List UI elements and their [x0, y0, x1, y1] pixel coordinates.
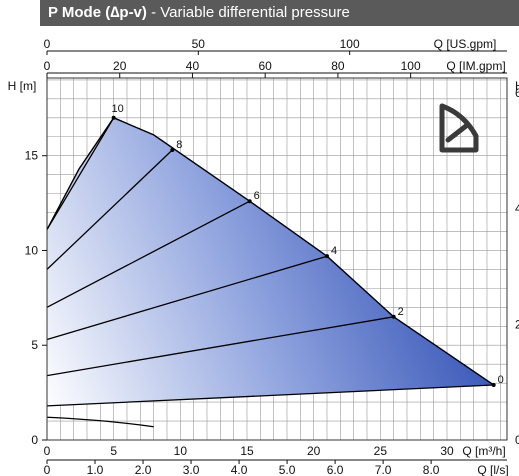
curve-label-8: 8	[176, 139, 182, 151]
chart-title: P Mode (∆p-v) - Variable differential pr…	[48, 4, 350, 21]
curve-10	[46, 117, 115, 230]
h-tick-label: 10	[25, 243, 39, 257]
ls-tick-label: 5.0	[279, 463, 296, 476]
curve-6	[46, 200, 251, 308]
ls-tick-label: 6.0	[327, 463, 344, 476]
curve-end-point-10	[111, 115, 116, 120]
h-tick-label: 5	[31, 338, 38, 352]
im-gpm-tick-label: 20	[113, 59, 127, 73]
curve-8	[46, 149, 173, 270]
h-right-tick-label: 2	[515, 317, 519, 331]
mode-subtitle: - Variable differential pressure	[146, 4, 350, 21]
mode-label: P Mode (∆p-v)	[48, 4, 147, 21]
im-gpm-tick-label: 80	[331, 59, 345, 73]
chart-title-banner: P Mode (∆p-v) - Variable differential pr…	[40, 0, 519, 26]
plot-frame	[46, 77, 508, 441]
axes: 0 50 100 Q [US.gpm]0 20 40 60 80 100 Q [IM.gpm]05…	[8, 37, 519, 476]
h-axis-label: H [m]	[8, 79, 37, 93]
im-gpm-tick-label: 0	[44, 59, 51, 73]
im-gpm-tick-label: 100	[401, 59, 421, 73]
operating-area	[46, 116, 495, 406]
curve-label-10: 10	[112, 103, 124, 115]
im-gpm-tick-label: 40	[186, 59, 200, 73]
m3h-tick-label: 30	[440, 444, 454, 458]
curve-label-0: 0	[498, 374, 504, 386]
ls-tick-label: 0	[44, 463, 51, 476]
h-right-tick-label: 4	[515, 202, 519, 216]
h-tick-label: 0	[31, 433, 38, 447]
h-right-tick-label: 6	[515, 86, 519, 100]
curve-label-6: 6	[254, 190, 260, 202]
max-envelope-line	[46, 116, 495, 386]
curve-end-point-2	[391, 314, 396, 319]
ls-axis-label: Q [l/s]	[477, 463, 508, 476]
power-curve	[46, 416, 154, 428]
h-tick-label: 15	[25, 149, 39, 163]
m3h-tick-label: 5	[110, 444, 117, 458]
proportional-pressure-mode-icon	[439, 103, 479, 153]
m3h-axis-label: Q [m³/h]	[462, 444, 505, 458]
ls-tick-label: 4.0	[231, 463, 248, 476]
m3h-tick-label: 10	[174, 444, 188, 458]
im-gpm-axis-label: Q [IM.gpm]	[446, 59, 505, 73]
curve-0	[46, 384, 494, 407]
curve-label-4: 4	[331, 245, 337, 257]
curve-end-point-6	[247, 199, 252, 204]
ls-tick-label: 3.0	[183, 463, 200, 476]
m3h-tick-label: 15	[240, 444, 254, 458]
curve-end-point-4	[325, 254, 329, 259]
h-right-tick-label: 0	[515, 433, 519, 447]
ls-tick-label: 7.0	[375, 463, 392, 476]
im-gpm-tick-label: 60	[259, 59, 273, 73]
operating-area-fill	[47, 117, 494, 406]
ls-tick-label: 2.0	[135, 463, 152, 476]
ls-tick-label: 8.0	[423, 463, 440, 476]
us-gpm-tick-label: 0	[44, 37, 51, 51]
curve-label-2: 2	[398, 306, 404, 318]
curve-2	[46, 316, 394, 377]
curve-end-point-0	[491, 383, 496, 388]
m3h-tick-label: 20	[307, 444, 321, 458]
h-right-axis-label: H	[515, 79, 519, 93]
us-gpm-tick-label: 50	[192, 37, 206, 51]
curve-4	[46, 255, 328, 341]
curves: 10 8 6 4 2 0	[46, 103, 504, 428]
m3h-tick-label: 25	[374, 444, 388, 458]
m3h-tick-label: 0	[44, 444, 51, 458]
us-gpm-axis-label: Q [US.gpm]	[434, 37, 497, 51]
curve-end-point-8	[170, 148, 175, 153]
us-gpm-tick-label: 100	[340, 37, 360, 51]
ls-tick-label: 1.0	[87, 463, 104, 476]
